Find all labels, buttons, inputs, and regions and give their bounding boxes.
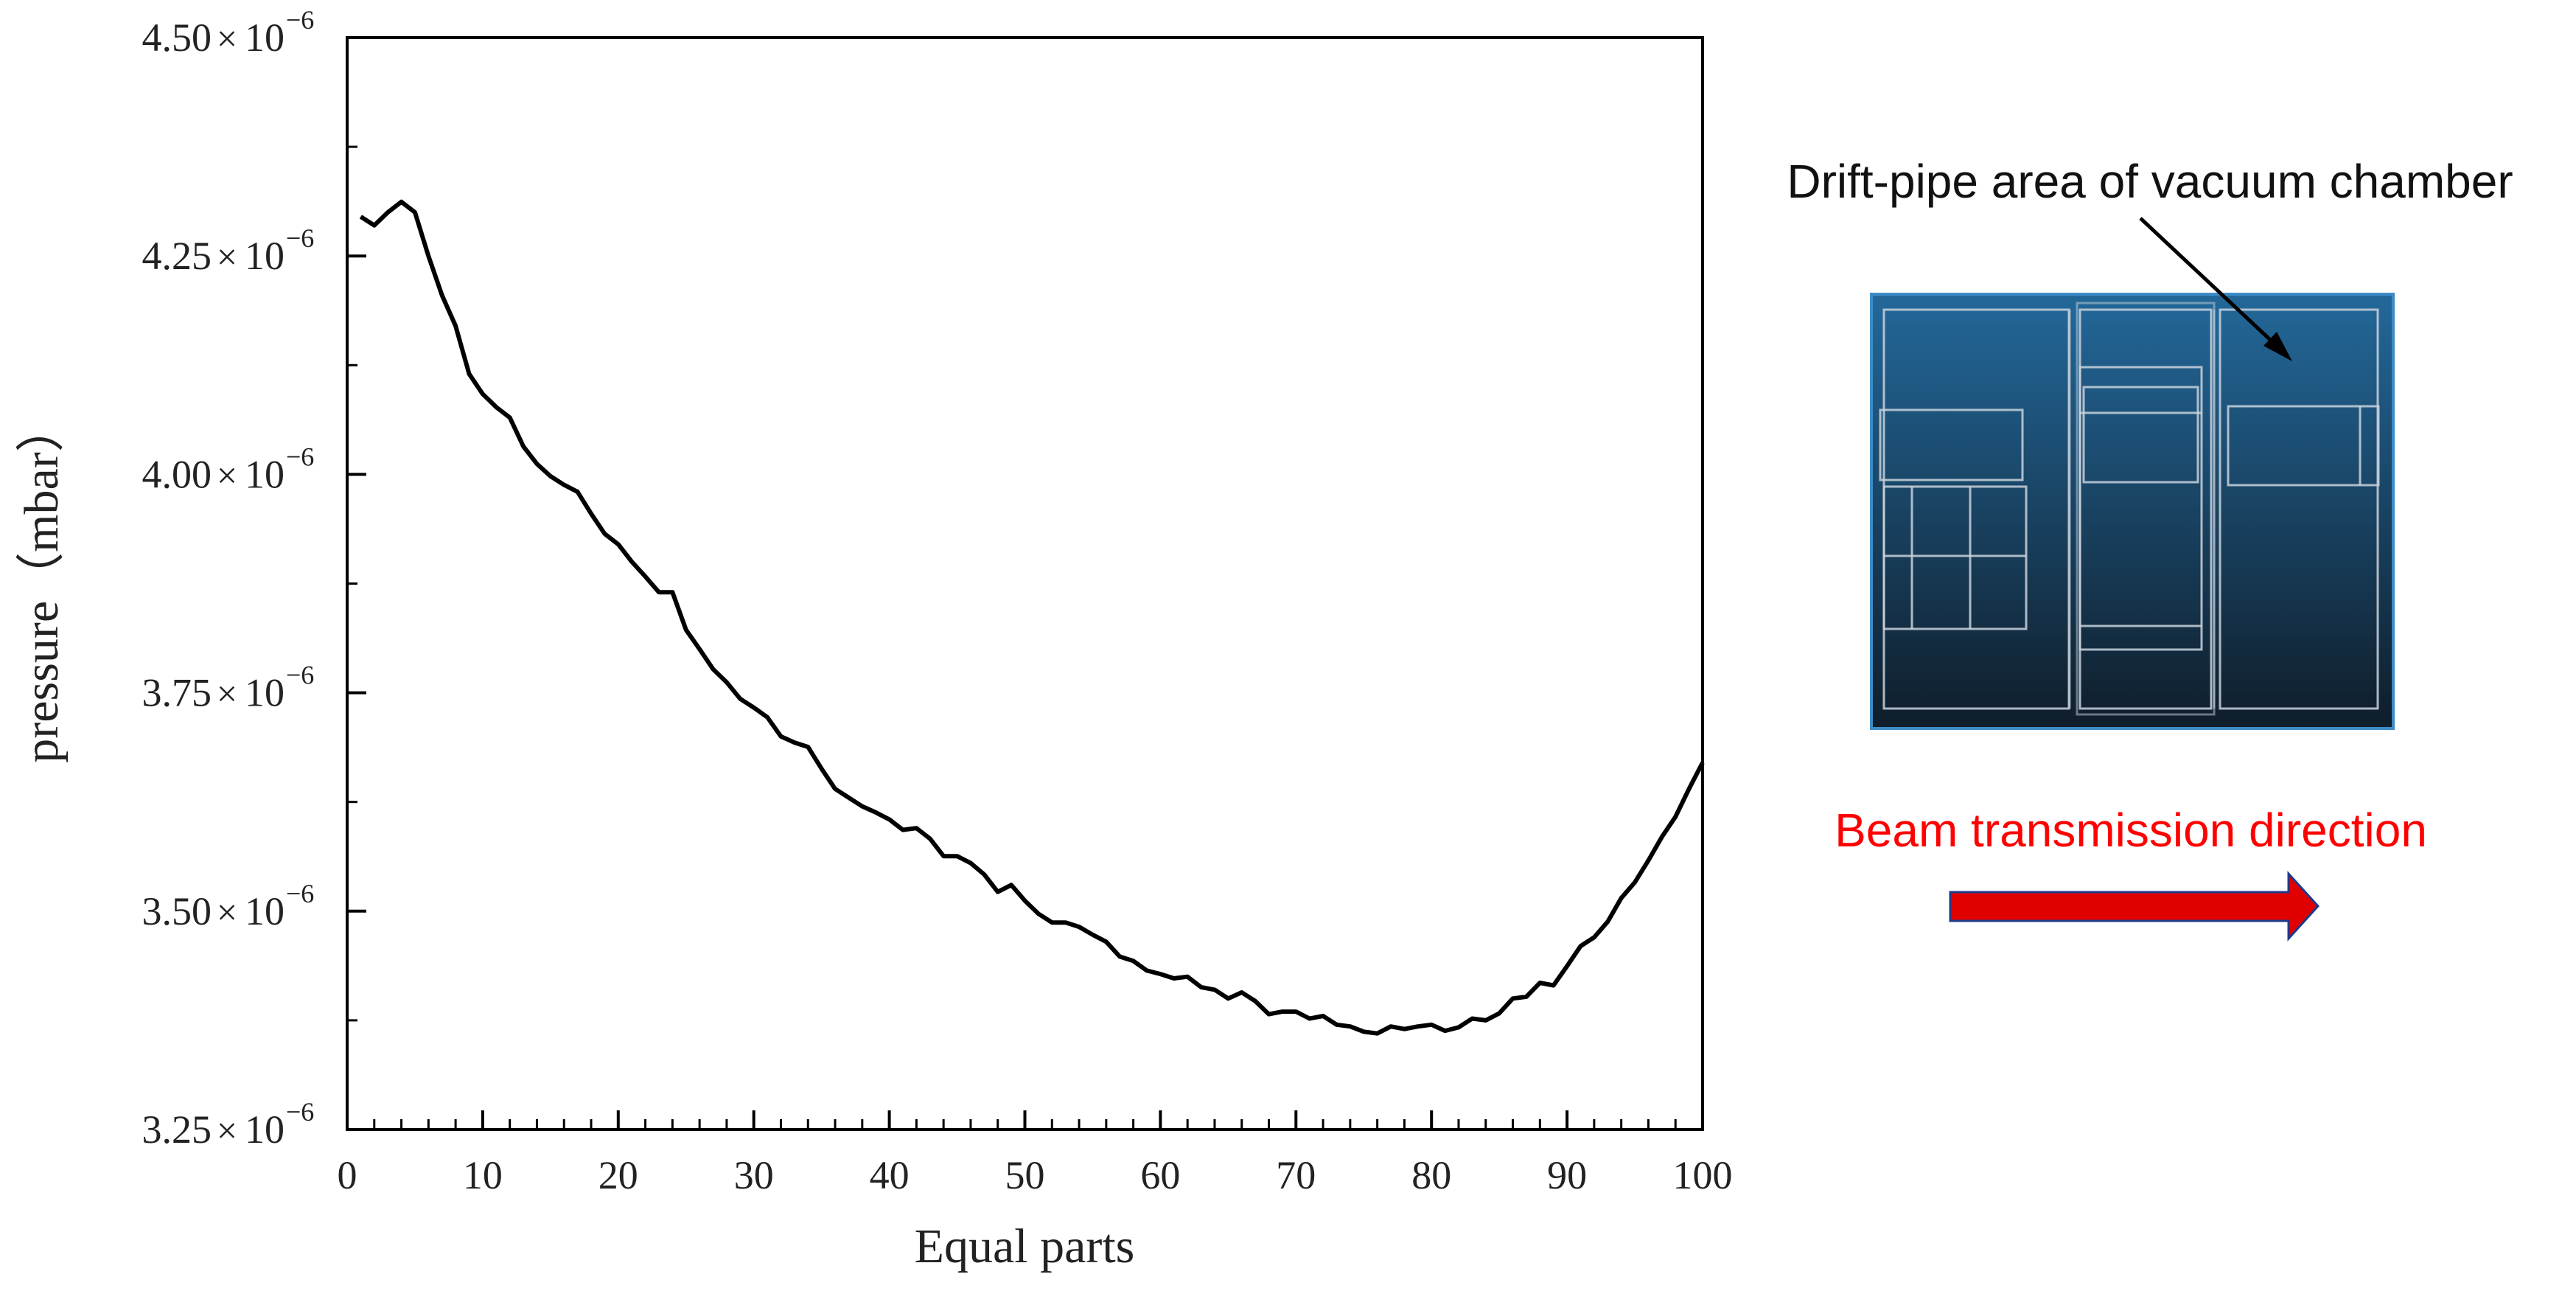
- y-tick-label: 3.25 × 10 −6: [142, 1097, 315, 1152]
- x-minor-ticks: [373, 1119, 1677, 1130]
- y-tick-mantissa: 3.75: [142, 671, 212, 715]
- y-tick-exponent: −6: [286, 661, 314, 690]
- x-tick-label: 40: [870, 1153, 910, 1197]
- x-tick-label: 90: [1547, 1153, 1587, 1197]
- y-tick-times: ×: [217, 18, 237, 59]
- x-tick-labels: 0 10 20 30 40 50 60 70 80 90 100: [338, 1153, 1733, 1197]
- x-tick-label: 0: [338, 1153, 357, 1197]
- chamber-body: [1871, 294, 2393, 728]
- beam-direction-arrow: [1949, 871, 2320, 942]
- x-tick-label: 60: [1140, 1153, 1180, 1197]
- x-tick-label: 70: [1276, 1153, 1316, 1197]
- y-tick-base: 10: [245, 15, 285, 60]
- y-axis-label: pressure（mbar）: [15, 403, 69, 763]
- y-major-ticks: [347, 36, 366, 1131]
- y-tick-exponent: −6: [286, 223, 314, 253]
- beam-direction-label: Beam transmission direction: [1835, 804, 2427, 857]
- y-tick-base: 10: [245, 234, 285, 278]
- y-tick-times: ×: [217, 673, 237, 714]
- y-tick-exponent: −6: [286, 5, 314, 35]
- y-tick-base: 10: [245, 889, 285, 933]
- y-tick-exponent: −6: [286, 1097, 314, 1127]
- y-tick-mantissa: 3.25: [142, 1107, 212, 1152]
- y-tick-mantissa: 3.50: [142, 889, 212, 933]
- x-tick-label: 10: [463, 1153, 503, 1197]
- y-tick-times: ×: [217, 236, 237, 277]
- y-tick-exponent: −6: [286, 879, 314, 908]
- chamber-internal-structure: [1879, 302, 2380, 716]
- x-tick-label: 50: [1005, 1153, 1045, 1197]
- y-tick-label: 4.25 × 10 −6: [142, 223, 315, 278]
- y-tick-label: 3.50 × 10 −6: [142, 879, 315, 933]
- x-tick-label: 80: [1411, 1153, 1451, 1197]
- y-tick-times: ×: [217, 454, 237, 495]
- x-tick-label: 20: [598, 1153, 638, 1197]
- y-tick-mantissa: 4.25: [142, 234, 212, 278]
- pointer-arrow: [2139, 217, 2292, 361]
- plot-frame: [346, 36, 1704, 1131]
- y-tick-times: ×: [217, 891, 237, 933]
- y-tick-times: ×: [217, 1110, 237, 1151]
- y-tick-mantissa: 4.50: [142, 15, 212, 60]
- y-tick-label: 3.75 × 10 −6: [142, 661, 315, 715]
- vacuum-chamber-diagram: [1870, 293, 2395, 730]
- chamber-label: Drift-pipe area of vacuum chamber: [1787, 155, 2513, 208]
- y-tick-base: 10: [245, 1107, 285, 1152]
- y-tick-labels: 3.25 × 10 −63.50 × 10 −63.75 × 10 −64.00 × 10 −64.25…: [142, 5, 315, 1152]
- y-minor-ticks: [347, 145, 357, 1022]
- y-tick-base: 10: [245, 671, 285, 715]
- chamber-border: [1870, 293, 2395, 730]
- x-axis-label: Equal parts: [915, 1219, 1135, 1273]
- x-tick-label: 30: [734, 1153, 774, 1197]
- y-tick-exponent: −6: [286, 442, 314, 471]
- y-tick-label: 4.50 × 10 −6: [142, 5, 315, 60]
- x-major-ticks: [346, 1110, 1704, 1130]
- x-tick-label: 100: [1673, 1153, 1733, 1197]
- y-tick-mantissa: 4.00: [142, 452, 212, 496]
- y-tick-label: 4.00 × 10 −6: [142, 442, 315, 496]
- pressure-series-line: [359, 199, 1705, 1036]
- y-tick-base: 10: [245, 452, 285, 496]
